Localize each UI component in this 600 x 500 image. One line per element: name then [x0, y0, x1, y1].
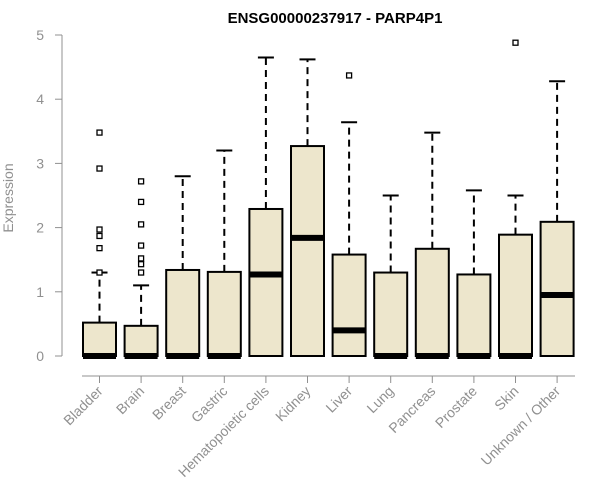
y-tick-label: 3: [36, 155, 44, 171]
x-tick-label-prostate: Prostate: [432, 383, 480, 431]
box-liver: [331, 72, 367, 357]
y-tick-label: 2: [36, 220, 44, 236]
outlier-point: [137, 242, 145, 249]
box-skin: [498, 39, 533, 359]
box-body: [248, 207, 284, 357]
x-tick-label-breast: Breast: [149, 383, 189, 423]
box-body: [290, 145, 325, 357]
box-hematopoietic-cells: [248, 56, 284, 357]
box-body: [456, 273, 492, 357]
box-body: [331, 253, 367, 357]
outlier-point: [137, 178, 145, 185]
x-tick-label-unknown-other: Unknown / Other: [478, 383, 564, 469]
x-tick-label-bladder: Bladder: [60, 383, 106, 429]
y-tick-label: 5: [36, 27, 44, 43]
y-tick-label: 0: [36, 348, 44, 364]
box-unknown-other: [539, 80, 575, 357]
x-tick-label-brain: Brain: [113, 383, 147, 417]
box-body: [206, 270, 242, 358]
box-pancreas: [414, 131, 450, 359]
x-tick-label-kidney: Kidney: [272, 383, 314, 425]
y-axis-label: Expression: [0, 163, 16, 232]
outlier-point: [137, 261, 145, 268]
y-axis-ticks: 0 1 2 3 4 5: [36, 27, 62, 364]
box-body: [373, 271, 409, 358]
box-body: [82, 321, 117, 357]
chart-title: ENSG00000237917 - PARP4P1: [228, 10, 443, 27]
outlier-point: [96, 232, 103, 240]
x-tick-label-liver: Liver: [322, 383, 355, 416]
outlier-point: [96, 226, 103, 233]
box-prostate: [456, 189, 492, 359]
y-tick-label: 4: [36, 91, 44, 107]
box-brain: [123, 178, 159, 359]
box-body: [539, 220, 575, 357]
x-tick-label-skin: Skin: [491, 383, 522, 414]
box-body: [123, 324, 159, 357]
box-breast: [165, 175, 201, 359]
outlier-point: [512, 39, 519, 46]
outlier-point: [137, 221, 145, 228]
outlier-point: [137, 269, 145, 276]
outlier-point: [137, 255, 145, 262]
box-lung: [373, 194, 409, 359]
box-body: [498, 233, 533, 357]
outlier-point: [96, 244, 103, 252]
box-bladder: [82, 129, 117, 359]
x-tick-label-lung: Lung: [363, 383, 396, 416]
box-gastric: [206, 149, 242, 359]
outlier-point: [137, 198, 145, 206]
outlier-point: [345, 72, 353, 79]
boxplot-series: [82, 39, 575, 359]
outlier-point: [96, 269, 103, 276]
outlier-point: [96, 129, 103, 136]
box-body: [414, 247, 450, 357]
box-kidney: [290, 58, 325, 357]
box-body: [165, 268, 201, 357]
outlier-point: [96, 165, 103, 172]
y-tick-label: 1: [36, 284, 44, 300]
